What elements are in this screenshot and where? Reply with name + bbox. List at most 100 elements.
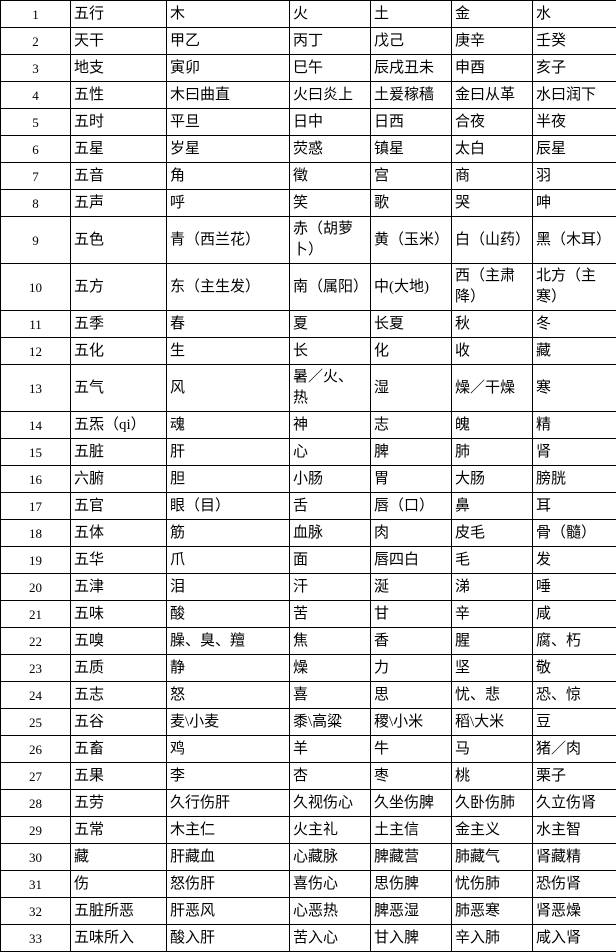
table-cell: 水主智 <box>533 817 616 844</box>
table-cell: 腥 <box>452 628 533 655</box>
table-cell: 坚 <box>452 655 533 682</box>
row-number: 5 <box>1 109 71 136</box>
table-cell: 唇四白 <box>371 547 452 574</box>
table-cell: 咸 <box>533 601 616 628</box>
row-number: 27 <box>1 763 71 790</box>
table-cell: 思伤脾 <box>371 871 452 898</box>
table-cell: 五化 <box>71 338 167 365</box>
row-number: 16 <box>1 466 71 493</box>
table-cell: 夏 <box>290 311 371 338</box>
table-cell: 湿 <box>371 365 452 412</box>
table-cell: 春 <box>167 311 290 338</box>
table-cell: 久行伤肝 <box>167 790 290 817</box>
table-cell: 木曰曲直 <box>167 82 290 109</box>
table-cell: 肺藏气 <box>452 844 533 871</box>
table-cell: 苦入心 <box>290 925 371 952</box>
table-cell: 辰星 <box>533 136 616 163</box>
table-cell: 腐、朽 <box>533 628 616 655</box>
row-number: 28 <box>1 790 71 817</box>
table-cell: 肾藏精 <box>533 844 616 871</box>
table-cell: 五性 <box>71 82 167 109</box>
table-cell: 敬 <box>533 655 616 682</box>
row-number: 1 <box>1 1 71 28</box>
table-cell: 久卧伤肺 <box>452 790 533 817</box>
table-cell: 酸入肝 <box>167 925 290 952</box>
table-cell: 唇（口） <box>371 493 452 520</box>
table-cell: 五体 <box>71 520 167 547</box>
row-number: 14 <box>1 412 71 439</box>
table-cell: 中(大地) <box>371 264 452 311</box>
table-cell: 羊 <box>290 736 371 763</box>
table-cell: 面 <box>290 547 371 574</box>
table-cell: 歌 <box>371 190 452 217</box>
table-cell: 寒 <box>533 365 616 412</box>
row-number: 6 <box>1 136 71 163</box>
table-cell: 金 <box>452 1 533 28</box>
row-number: 25 <box>1 709 71 736</box>
table-cell: 小肠 <box>290 466 371 493</box>
table-cell: 火主礼 <box>290 817 371 844</box>
table-cell: 耳 <box>533 493 616 520</box>
row-number: 15 <box>1 439 71 466</box>
table-cell: 日西 <box>371 109 452 136</box>
table-cell: 风 <box>167 365 290 412</box>
table-cell: 力 <box>371 655 452 682</box>
table-cell: 燥／干燥 <box>452 365 533 412</box>
table-cell: 汗 <box>290 574 371 601</box>
table-cell: 合夜 <box>452 109 533 136</box>
table-cell: 哭 <box>452 190 533 217</box>
table-cell: 羽 <box>533 163 616 190</box>
row-number: 17 <box>1 493 71 520</box>
table-cell: 肝藏血 <box>167 844 290 871</box>
table-cell: 白（山药） <box>452 217 533 264</box>
table-cell: 膀胱 <box>533 466 616 493</box>
table-cell: 稻\大米 <box>452 709 533 736</box>
table-cell: 辰戌丑未 <box>371 55 452 82</box>
table-cell: 肉 <box>371 520 452 547</box>
table-cell: 北方（主寒） <box>533 264 616 311</box>
table-cell: 商 <box>452 163 533 190</box>
table-cell: 五味 <box>71 601 167 628</box>
table-cell: 骨（髓） <box>533 520 616 547</box>
table-cell: 喜伤心 <box>290 871 371 898</box>
table-cell: 怒伤肝 <box>167 871 290 898</box>
table-cell: 马 <box>452 736 533 763</box>
row-number: 22 <box>1 628 71 655</box>
row-number: 12 <box>1 338 71 365</box>
table-cell: 咸入肾 <box>533 925 616 952</box>
table-cell: 麦\小麦 <box>167 709 290 736</box>
table-cell: 脾 <box>371 439 452 466</box>
table-cell: 藏 <box>71 844 167 871</box>
table-cell: 西（主肃降） <box>452 264 533 311</box>
table-cell: 秋 <box>452 311 533 338</box>
table-cell: 五华 <box>71 547 167 574</box>
table-cell: 收 <box>452 338 533 365</box>
table-cell: 志 <box>371 412 452 439</box>
table-cell: 枣 <box>371 763 452 790</box>
table-cell: 筋 <box>167 520 290 547</box>
table-cell: 土爰稼穑 <box>371 82 452 109</box>
table-cell: 久坐伤脾 <box>371 790 452 817</box>
table-cell: 五炁（qi） <box>71 412 167 439</box>
table-cell: 酸 <box>167 601 290 628</box>
table-cell: 涎 <box>371 574 452 601</box>
table-cell: 地支 <box>71 55 167 82</box>
table-cell: 思 <box>371 682 452 709</box>
table-cell: 静 <box>167 655 290 682</box>
row-number: 13 <box>1 365 71 412</box>
table-cell: 五畜 <box>71 736 167 763</box>
table-cell: 黄（玉米） <box>371 217 452 264</box>
row-number: 2 <box>1 28 71 55</box>
